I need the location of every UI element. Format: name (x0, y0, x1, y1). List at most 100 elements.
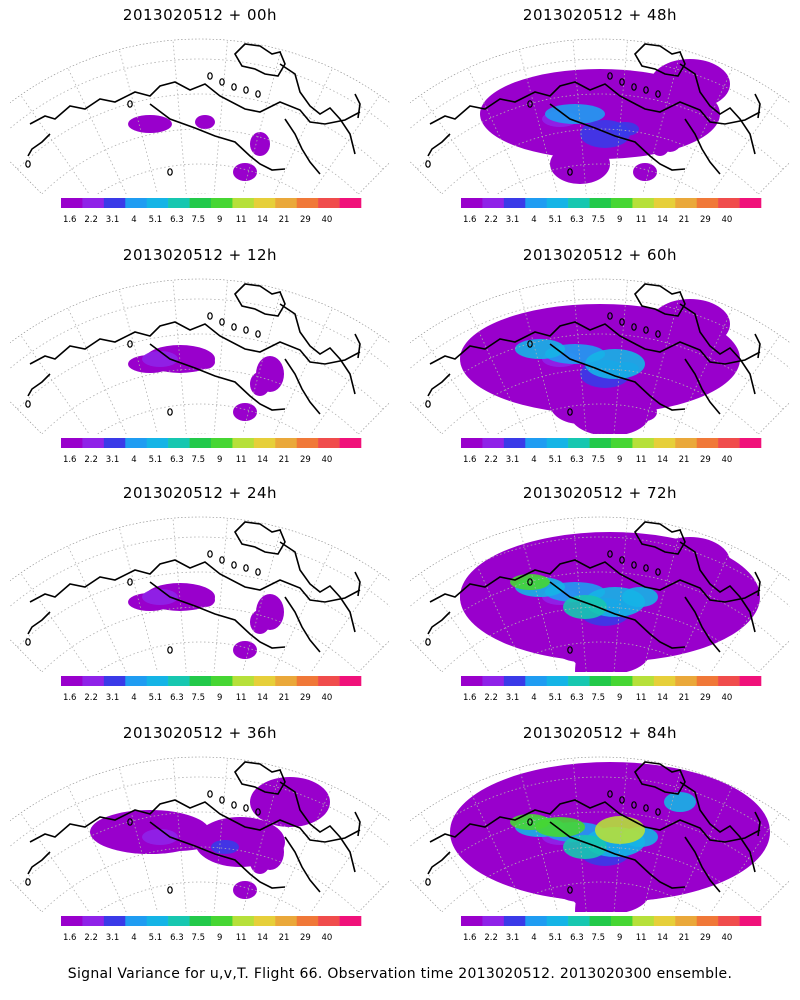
colorbar: 1.6 2.2 3.1 4 5.1 6.3 7.5 9 11 14 21 29 40 (61, 676, 362, 703)
polar-map (410, 516, 790, 672)
colorbar-segment (339, 438, 362, 448)
latitude-line (441, 606, 759, 672)
colorbar-segment (232, 676, 255, 686)
colorbar-tick-label: 14 (657, 933, 668, 943)
colorbar-tick-label: 7.5 (592, 455, 606, 465)
island (243, 326, 249, 334)
panel-title: 2013020512 + 12h (122, 246, 278, 264)
longitude-line (613, 280, 628, 434)
longitude-line (213, 280, 228, 434)
coastline (279, 303, 356, 395)
forecast-panel: 2013020512 + 84h 1.6 2.2 3.1 4 5.1 6.3 7.5 9 11 14… (400, 718, 800, 958)
coastline (429, 81, 761, 125)
colorbar-segment (461, 676, 483, 686)
longitude-line (640, 289, 682, 434)
colorbar-tick-label: 6.3 (570, 933, 584, 943)
colorbar-tick-label: 11 (236, 693, 247, 703)
colorbar-segment (568, 438, 590, 448)
forecast-panel: 2013020512 + 24h 1.6 2.2 3.1 4 5.1 6.3 7.5 9 11 14… (0, 478, 400, 718)
latitude-line (466, 403, 735, 434)
coastline (427, 851, 451, 875)
longitude-line (290, 573, 381, 672)
coastline (549, 343, 686, 411)
colorbar-tick-label: 40 (321, 455, 332, 465)
colorbar-tick-label: 29 (700, 455, 711, 465)
colorbar-tick-label: 11 (636, 933, 647, 943)
variance-region (633, 163, 657, 181)
colorbar-segment (675, 916, 698, 926)
colorbar-tick-label: 7.5 (592, 933, 606, 943)
map-border (10, 278, 390, 434)
island (643, 564, 649, 572)
latitude-line (66, 641, 335, 672)
colorbar-tick-label: 7.5 (192, 215, 206, 225)
longitude-line (420, 94, 510, 194)
colorbar-tick-label: 7.5 (592, 215, 606, 225)
colorbar-segment (232, 438, 255, 448)
forecast-panel: 2013020512 + 00h 1.6 2.2 3.1 4 5.1 6.3 7.5 9 11 14… (0, 0, 400, 240)
colorbar-segment (211, 438, 233, 448)
colorbar-segment (211, 916, 233, 926)
longitude-line (172, 280, 187, 434)
colorbar-segment (82, 198, 105, 208)
colorbar-tick-label: 21 (679, 215, 690, 225)
island (243, 564, 249, 572)
coastline (27, 611, 51, 635)
colorbar-segment (546, 438, 569, 448)
colorbar-segment (696, 916, 719, 926)
colorbar-segment (296, 676, 319, 686)
longitude-line (690, 95, 781, 194)
colorbar-segment (525, 676, 548, 686)
latitude-line (410, 776, 790, 863)
colorbar-tick-label: 9 (217, 693, 222, 703)
island (527, 340, 533, 348)
colorbar-segment (168, 916, 190, 926)
colorbar-segment (146, 198, 169, 208)
island (607, 790, 613, 798)
variance-region (233, 403, 257, 421)
variance-peak (563, 595, 607, 619)
colorbar-segment (189, 916, 212, 926)
latitude-line (17, 571, 384, 648)
map-border (410, 278, 790, 434)
variance-region (575, 632, 625, 672)
longitude-line (518, 527, 560, 672)
coastline (354, 571, 361, 597)
island (527, 100, 533, 108)
colorbar-tick-label: 6.3 (570, 455, 584, 465)
coastline (149, 581, 286, 649)
colorbar-tick-label: 3.1 (506, 215, 520, 225)
coastline (284, 358, 321, 415)
longitude-line (240, 289, 282, 434)
colorbar-tick-label: 5.1 (549, 215, 563, 225)
island (255, 568, 261, 576)
polar-map (410, 38, 790, 194)
latitude-line (441, 128, 759, 194)
colorbar-segment (611, 916, 633, 926)
colorbar-tick-label: 29 (300, 455, 311, 465)
colorbar-tick-label: 1.6 (463, 933, 477, 943)
panel-title: 2013020512 + 24h (122, 484, 278, 502)
colorbar-segment (653, 198, 676, 208)
colorbar-tick-label: 11 (236, 933, 247, 943)
colorbar-segment (675, 198, 698, 208)
colorbar-tick-label: 9 (617, 215, 622, 225)
colorbar-tick-label: 2.2 (484, 933, 498, 943)
latitude-line (10, 776, 390, 863)
coastline (27, 133, 51, 157)
colorbar-tick-label: 7.5 (192, 455, 206, 465)
colorbar-segment (253, 916, 276, 926)
island (425, 878, 431, 886)
colorbar-tick-label: 21 (279, 933, 290, 943)
latitude-line (66, 881, 335, 912)
colorbar: 1.6 2.2 3.1 4 5.1 6.3 7.5 9 11 14 21 29 40 (461, 198, 762, 225)
colorbar-tick-label: 40 (721, 455, 732, 465)
colorbar-segment (653, 916, 676, 926)
colorbar-tick-label: 2.2 (84, 933, 98, 943)
coastline (633, 283, 686, 317)
map-border (410, 756, 790, 912)
colorbar-segment (275, 916, 298, 926)
colorbar-segment (611, 198, 633, 208)
colorbar-tick-label: 9 (617, 933, 622, 943)
variance-region (233, 641, 257, 659)
